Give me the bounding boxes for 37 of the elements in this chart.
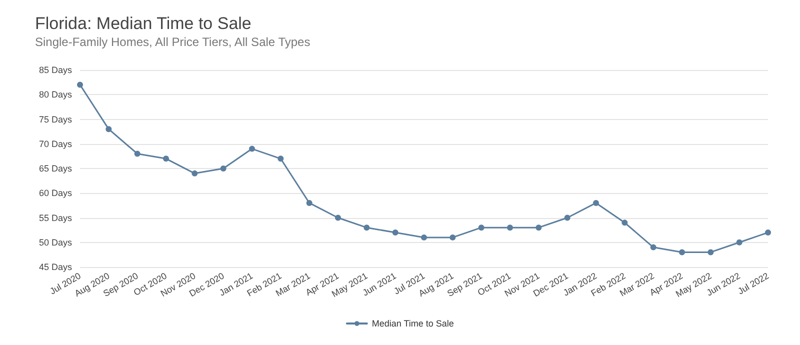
point [536,224,542,231]
point [163,156,169,162]
point [450,234,456,240]
point [77,82,83,88]
point [421,234,427,240]
point [306,200,312,206]
point [622,220,628,226]
y-tick-label: 60 Days [38,188,72,198]
y-tick-label: 70 Days [38,138,72,149]
legend-label: Median Time to Sale [372,318,454,328]
point [507,224,513,231]
point [249,146,255,152]
chart-title: Florida: Median Time to Sale [35,14,252,33]
y-tick-label: 45 Days [38,262,72,272]
y-tick-label: 80 Days [38,90,72,100]
y-tick-label: 50 Days [38,237,72,248]
point [564,214,570,221]
point [708,249,714,256]
chart-subtitle: Single-Family Homes, All Price Tiers, All Sale Types [35,35,310,49]
point [736,239,742,246]
point [134,150,140,157]
point [335,214,341,221]
point [364,224,370,231]
y-tick-label: 55 Days [38,212,72,223]
y-tick-label: 65 Days [38,164,72,174]
point [679,249,685,256]
y-tick-label: 75 Days [38,114,72,124]
point [392,230,398,236]
point [106,126,112,132]
point [650,244,656,250]
point [593,200,599,206]
point [478,224,484,231]
point [765,230,771,236]
point [278,156,284,162]
point [192,170,198,176]
point [220,166,226,172]
y-tick-label: 85 Days [38,65,72,75]
